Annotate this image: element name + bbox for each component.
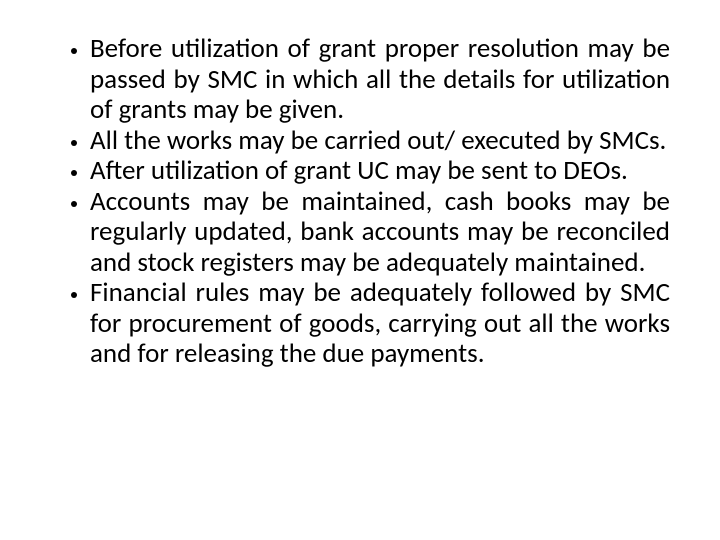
- list-item: Before utilization of grant proper resol…: [90, 34, 670, 126]
- list-item: After utilization of grant UC may be sen…: [90, 156, 670, 187]
- bullet-list: Before utilization of grant proper resol…: [50, 34, 670, 370]
- list-item: All the works may be carried out/ execut…: [90, 126, 670, 157]
- slide-body: Before utilization of grant proper resol…: [0, 0, 720, 540]
- list-item: Accounts may be maintained, cash books m…: [90, 187, 670, 279]
- list-item: Financial rules may be adequately follow…: [90, 278, 670, 370]
